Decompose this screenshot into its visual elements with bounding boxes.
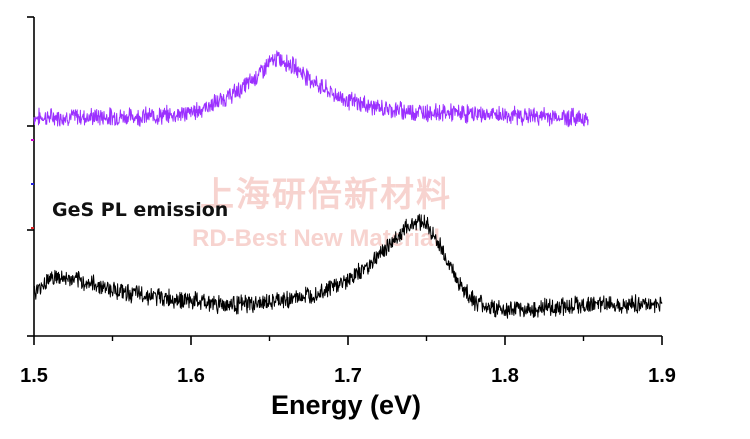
series-layer <box>33 50 663 319</box>
axes <box>27 16 663 345</box>
black-series <box>33 213 663 319</box>
series-line <box>33 213 663 319</box>
x-tick-labels: 1.5 1.6 1.7 1.8 1.9 <box>20 365 676 387</box>
series-line <box>33 50 589 128</box>
x-tick-label: 1.8 <box>491 365 519 387</box>
ges-pl-annotation: GeS PL emission <box>52 199 228 221</box>
watermark: 上海研倍新材料 RD-Best New Material <box>192 175 452 252</box>
x-axis-title: Energy (eV) <box>271 390 421 420</box>
x-tick-label: 1.5 <box>20 365 48 387</box>
x-tick-label: 1.7 <box>334 365 362 387</box>
x-tick-label: 1.6 <box>177 365 205 387</box>
x-tick-label: 1.9 <box>648 365 676 387</box>
purple-series <box>33 50 589 128</box>
watermark-en: RD-Best New Material <box>192 225 440 252</box>
watermark-cn: 上海研倍新材料 <box>200 175 452 215</box>
